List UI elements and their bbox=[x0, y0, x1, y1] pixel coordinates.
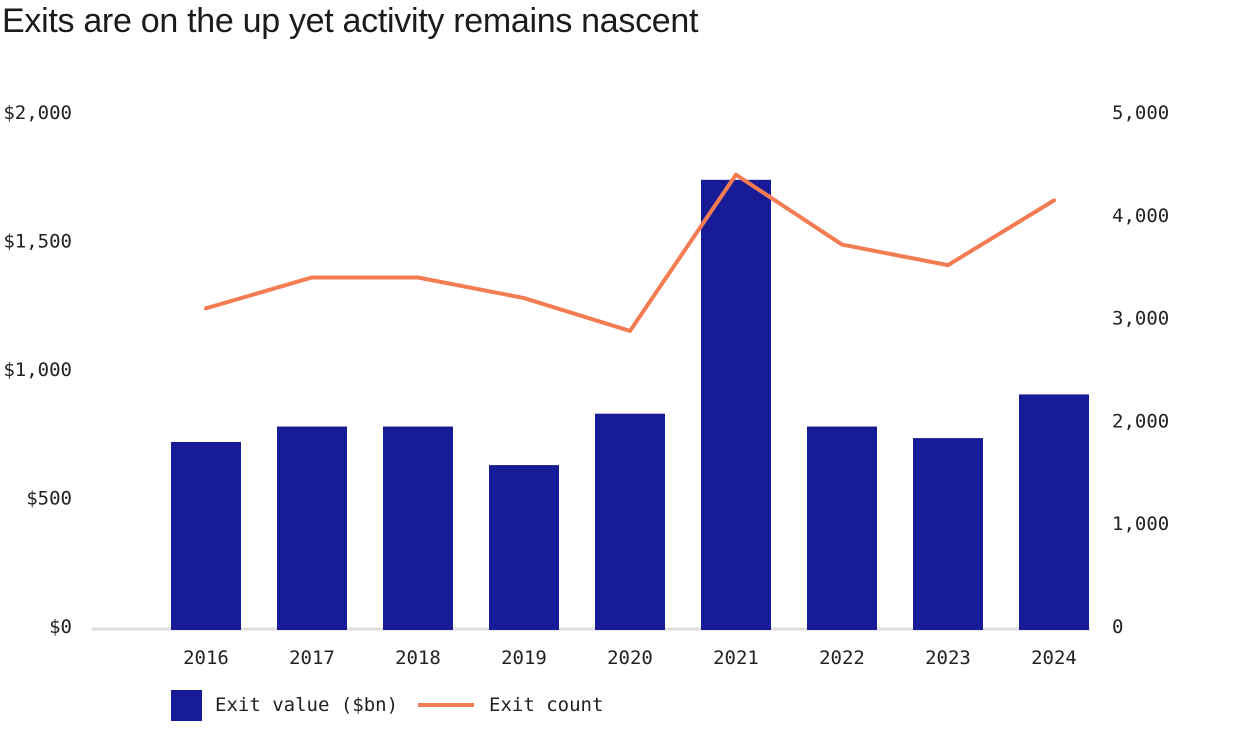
y-right-tick-label: 1,000 bbox=[1112, 513, 1169, 535]
y-axis-left: $0 $500 $1,000 $1,500 $2,000 bbox=[3, 102, 72, 638]
legend: Exit value ($bn) Exit count bbox=[171, 690, 603, 721]
y-left-tick-label: $1,500 bbox=[3, 231, 72, 253]
y-left-tick-label: $500 bbox=[26, 488, 72, 510]
bar-2023 bbox=[913, 438, 983, 630]
x-tick-label: 2023 bbox=[925, 647, 971, 669]
bar-2022 bbox=[807, 426, 877, 630]
y-right-tick-label: 5,000 bbox=[1112, 102, 1169, 124]
x-tick-label: 2024 bbox=[1031, 647, 1077, 669]
legend-label-exit-value: Exit value ($bn) bbox=[215, 694, 398, 716]
y-left-tick-label: $1,000 bbox=[3, 359, 72, 381]
x-tick-label: 2020 bbox=[607, 647, 653, 669]
y-right-tick-label: 3,000 bbox=[1112, 308, 1169, 330]
exit-value-series bbox=[171, 179, 1089, 630]
exit-count-series bbox=[204, 172, 1056, 333]
x-tick-label: 2022 bbox=[819, 647, 865, 669]
x-tick-label: 2019 bbox=[501, 647, 547, 669]
x-tick-label: 2017 bbox=[289, 647, 335, 669]
x-tick-label: 2018 bbox=[395, 647, 441, 669]
x-tick-label: 2016 bbox=[183, 647, 229, 669]
legend-swatch-exit-value bbox=[171, 690, 202, 721]
chart-title: Exits are on the up yet activity remains… bbox=[2, 2, 699, 40]
bar-2024 bbox=[1019, 394, 1089, 630]
legend-label-exit-count: Exit count bbox=[489, 694, 603, 716]
y-right-tick-label: 4,000 bbox=[1112, 205, 1169, 227]
y-right-tick-label: 0 bbox=[1112, 616, 1123, 638]
x-tick-label: 2021 bbox=[713, 647, 759, 669]
bar-2021 bbox=[701, 179, 771, 630]
bar-2018 bbox=[383, 426, 453, 630]
y-left-tick-label: $0 bbox=[49, 616, 72, 638]
exit-count-line bbox=[204, 172, 1056, 333]
y-right-tick-label: 2,000 bbox=[1112, 410, 1169, 432]
bar-2017 bbox=[277, 426, 347, 630]
x-axis-labels: 2016 2017 2018 2019 2020 2021 2022 2023 2024 bbox=[183, 647, 1077, 669]
bar-2019 bbox=[489, 465, 559, 630]
bar-2016 bbox=[171, 441, 241, 630]
y-left-tick-label: $2,000 bbox=[3, 102, 72, 124]
bar-2020 bbox=[595, 413, 665, 630]
y-axis-right: 0 1,000 2,000 3,000 4,000 5,000 bbox=[1112, 102, 1169, 638]
